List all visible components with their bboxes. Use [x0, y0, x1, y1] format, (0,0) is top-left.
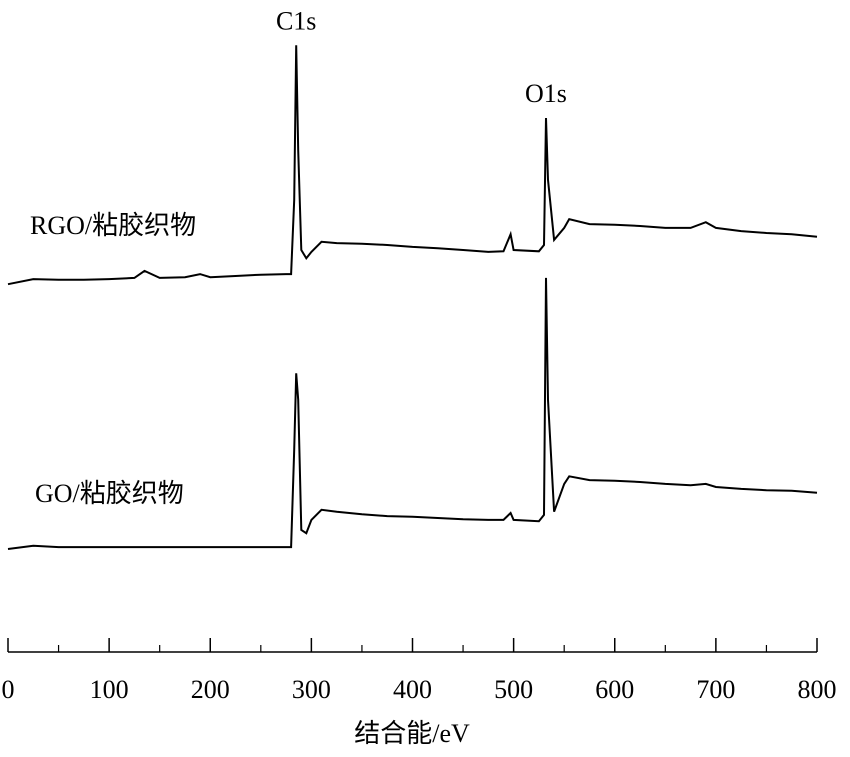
x-tick-label: 200: [191, 675, 230, 704]
peak-annotation: C1s: [276, 6, 316, 35]
x-axis-label: 结合能/eV: [354, 719, 470, 748]
x-tick-label: 400: [393, 675, 432, 704]
x-tick-label: 700: [696, 675, 735, 704]
series-line: [7, 277, 818, 550]
x-tick-label: 600: [595, 675, 634, 704]
x-tick-label: 0: [2, 675, 15, 704]
series-label: RGO/粘胶织物: [30, 211, 196, 240]
x-tick-label: 800: [798, 675, 837, 704]
peak-annotation: O1s: [525, 79, 567, 108]
x-tick-label: 500: [494, 675, 533, 704]
x-tick-label: 100: [90, 675, 129, 704]
series-label: GO/粘胶织物: [35, 479, 184, 508]
series-line: [7, 45, 818, 286]
x-tick-label: 300: [292, 675, 331, 704]
